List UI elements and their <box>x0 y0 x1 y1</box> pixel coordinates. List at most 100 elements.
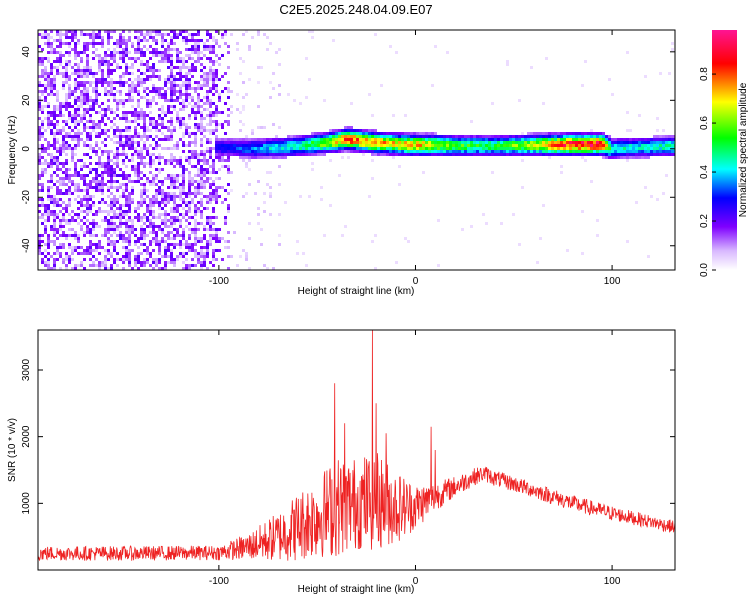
heatmap-cell <box>158 30 161 33</box>
heatmap-cell <box>461 228 464 231</box>
heatmap-cell <box>77 51 80 54</box>
heatmap-cell <box>566 153 569 156</box>
heatmap-cell <box>419 138 422 141</box>
heatmap-cell <box>140 81 143 84</box>
heatmap-cell <box>608 144 611 147</box>
heatmap-cell <box>407 141 410 144</box>
heatmap-cell <box>59 219 62 222</box>
heatmap-cell <box>44 30 47 33</box>
heatmap-cell <box>65 99 68 102</box>
heatmap-cell <box>122 114 125 117</box>
heatmap-cell <box>95 171 98 174</box>
heatmap-cell <box>155 192 158 195</box>
heatmap-cell <box>401 150 404 153</box>
heatmap-cell <box>179 225 182 228</box>
heatmap-cell <box>356 132 359 135</box>
heatmap-cell <box>140 183 143 186</box>
heatmap-cell <box>110 183 113 186</box>
heatmap-cell <box>470 135 473 138</box>
heatmap-cell <box>206 84 209 87</box>
heatmap-cell <box>107 186 110 189</box>
heatmap-cell <box>605 135 608 138</box>
heatmap-cell <box>275 141 278 144</box>
heatmap-cell <box>191 99 194 102</box>
heatmap-cell <box>77 186 80 189</box>
heatmap-cell <box>275 156 278 159</box>
heatmap-cell <box>536 153 539 156</box>
heatmap-cell <box>116 186 119 189</box>
heatmap-cell <box>59 39 62 42</box>
heatmap-cell <box>605 144 608 147</box>
heatmap-cell <box>155 168 158 171</box>
heatmap-cell <box>170 153 173 156</box>
heatmap-cell <box>422 141 425 144</box>
heatmap-cell <box>128 243 131 246</box>
heatmap-cell <box>95 144 98 147</box>
heatmap-cell <box>167 174 170 177</box>
heatmap-cell <box>140 177 143 180</box>
heatmap-cell <box>101 45 104 48</box>
heatmap-cell <box>440 153 443 156</box>
heatmap-cell <box>377 150 380 153</box>
heatmap-cell <box>194 51 197 54</box>
heatmap-cell <box>587 153 590 156</box>
heatmap-cell <box>377 147 380 150</box>
heatmap-cell <box>410 135 413 138</box>
heatmap-cell <box>485 138 488 141</box>
heatmap-cell <box>599 135 602 138</box>
heatmap-cell <box>206 72 209 75</box>
heatmap-cell <box>650 141 653 144</box>
heatmap-cell <box>38 129 41 132</box>
heatmap-cell <box>194 255 197 258</box>
heatmap-cell <box>440 144 443 147</box>
heatmap-cell <box>161 198 164 201</box>
heatmap-cell <box>71 153 74 156</box>
heatmap-cell <box>515 150 518 153</box>
heatmap-cell <box>302 138 305 141</box>
heatmap-cell <box>158 90 161 93</box>
heatmap-cell <box>110 225 113 228</box>
heatmap-cell <box>536 132 539 135</box>
heatmap-cell <box>197 111 200 114</box>
heatmap-cell <box>149 180 152 183</box>
heatmap-cell <box>44 84 47 87</box>
heatmap-cell <box>62 102 65 105</box>
heatmap-cell <box>257 153 260 156</box>
heatmap-cell <box>71 192 74 195</box>
heatmap-cell <box>173 144 176 147</box>
heatmap-cell <box>137 114 140 117</box>
x-tick-label: -100 <box>209 276 229 287</box>
heatmap-cell <box>185 87 188 90</box>
heatmap-cell <box>44 57 47 60</box>
heatmap-cell <box>503 150 506 153</box>
heatmap-cell <box>119 144 122 147</box>
heatmap-cell <box>134 60 137 63</box>
heatmap-cell <box>122 39 125 42</box>
heatmap-cell <box>209 102 212 105</box>
heatmap-cell <box>44 225 47 228</box>
heatmap-cell <box>665 138 668 141</box>
heatmap-cell <box>140 72 143 75</box>
heatmap-cell <box>89 171 92 174</box>
heatmap-cell <box>563 132 566 135</box>
heatmap-cell <box>53 213 56 216</box>
heatmap-cell <box>170 84 173 87</box>
heatmap-cell <box>104 87 107 90</box>
heatmap-cell <box>170 258 173 261</box>
heatmap-cell <box>59 204 62 207</box>
heatmap-cell <box>167 234 170 237</box>
heatmap-cell <box>509 138 512 141</box>
heatmap-cell <box>128 228 131 231</box>
heatmap-cell <box>71 93 74 96</box>
heatmap-cell <box>476 144 479 147</box>
heatmap-cell <box>59 33 62 36</box>
heatmap-cell <box>506 144 509 147</box>
heatmap-cell <box>107 69 110 72</box>
heatmap-cell <box>287 144 290 147</box>
heatmap-cell <box>137 216 140 219</box>
colorbar-gradient <box>712 30 737 270</box>
heatmap-cell <box>620 138 623 141</box>
heatmap-cell <box>503 153 506 156</box>
heatmap-cell <box>179 90 182 93</box>
heatmap-cell <box>398 144 401 147</box>
